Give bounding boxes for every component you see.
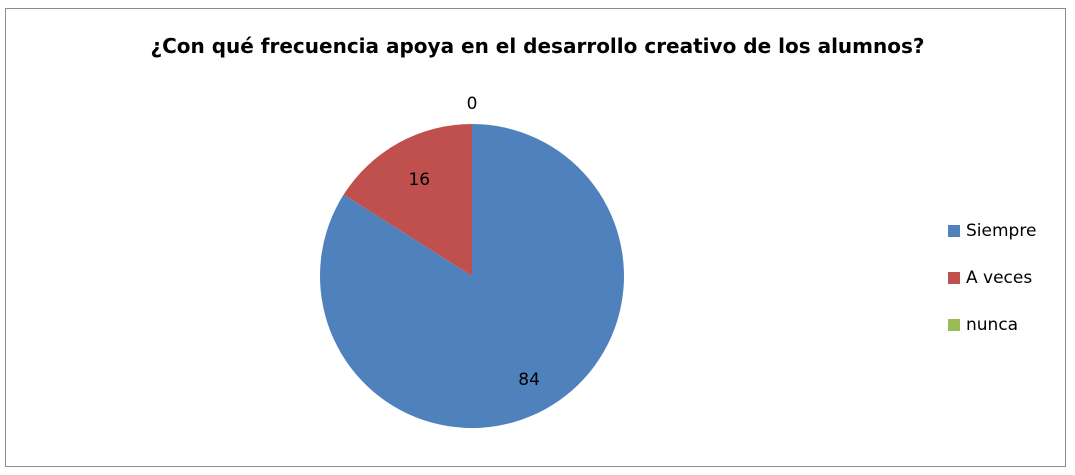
pie-slice-a-veces [343,124,472,276]
legend-swatch-nunca [948,318,960,331]
pie-slices [320,124,624,428]
data-label-nunca: 0 [467,94,478,114]
data-label-a-veces: 16 [408,170,430,190]
pie-slice-siempre [320,124,624,428]
legend-item-nunca: nunca [948,312,1036,337]
pie-data-labels: 84 16 0 [408,94,539,390]
legend-label-nunca: nunca [966,314,1019,335]
data-label-siempre: 84 [518,370,540,390]
legend-label-siempre: Siempre [966,220,1037,241]
legend-label-a-veces: A veces [966,267,1033,288]
legend-swatch-a-veces [948,271,960,284]
legend-item-a-veces: A veces [948,265,1036,290]
legend-item-siempre: Siempre [948,218,1036,243]
chart-legend: Siempre A veces nunca [948,218,1036,359]
chart-title: ¿Con qué frecuencia apoya en el desarrol… [150,34,925,58]
legend-swatch-siempre [948,224,960,237]
